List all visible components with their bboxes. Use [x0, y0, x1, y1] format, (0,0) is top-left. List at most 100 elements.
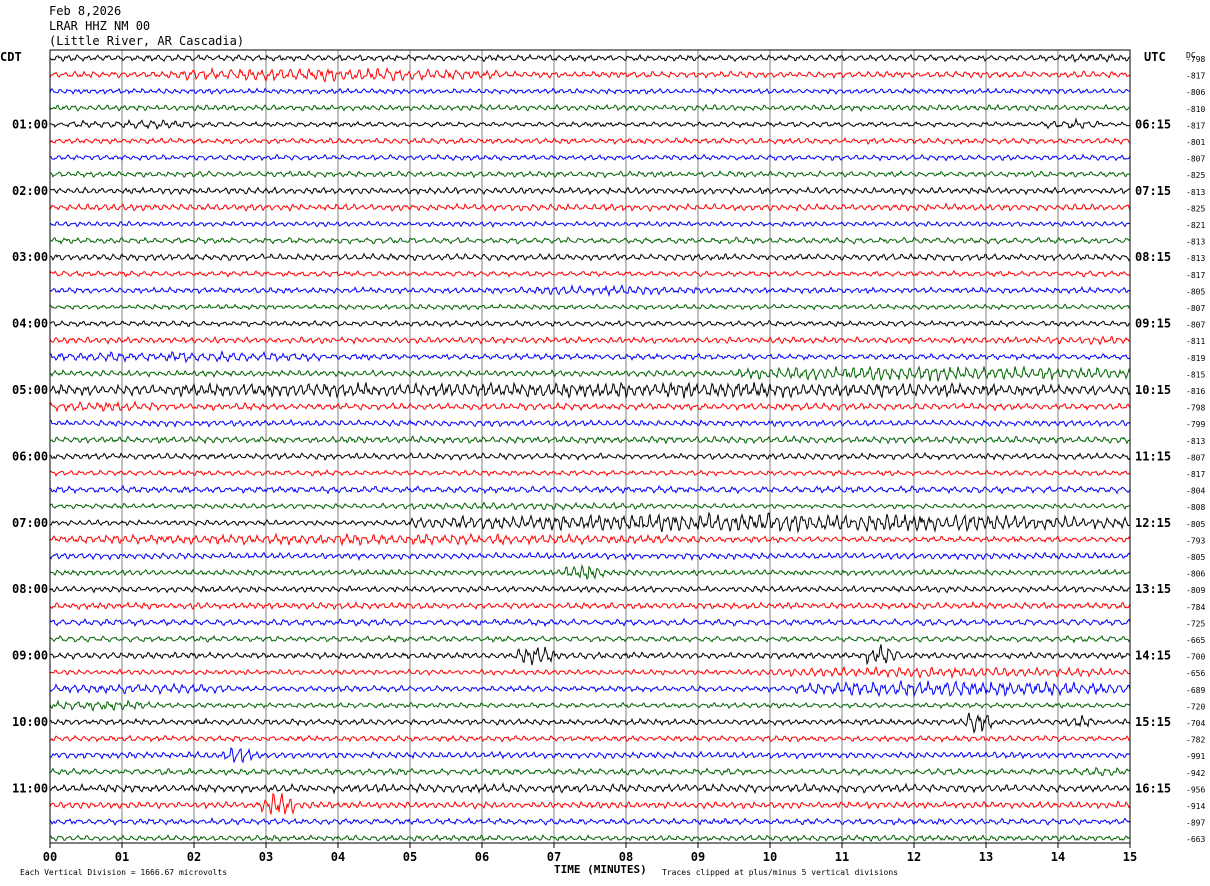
dc-offset-row-10: -821	[1186, 221, 1205, 230]
trace-row-27	[49, 501, 1131, 511]
dc-offset-row-26: -804	[1186, 487, 1205, 496]
trace-row-0	[49, 53, 1131, 63]
trace-row-24	[49, 451, 1131, 461]
dc-offset-row-9: -825	[1186, 204, 1205, 213]
left-hour-label-0400: 04:00	[12, 317, 48, 331]
seismic-traces	[49, 53, 1131, 843]
dc-offset-row-39: -720	[1186, 702, 1205, 711]
trace-row-10	[49, 220, 1131, 228]
x-axis: 00 01 02 03 04 05 06 07 08 09 10 11 12 13 14 15	[43, 843, 1137, 864]
x-tick-label-12: 12	[907, 850, 921, 864]
trace-row-12	[49, 252, 1131, 262]
left-hour-label-0600: 06:00	[12, 449, 48, 463]
x-tick-label-11: 11	[835, 850, 849, 864]
trace-row-47	[49, 834, 1131, 843]
dc-offset-row-21: -798	[1186, 404, 1205, 413]
right-hour-label-1315: 13:15	[1135, 582, 1171, 596]
trace-row-22	[49, 418, 1131, 428]
left-hour-labels: 01:00 02:00 03:00 04:00 05:00 06:00 07:00 08:00…	[12, 117, 48, 795]
right-hour-label-1415: 14:15	[1135, 649, 1171, 663]
trace-row-42	[49, 747, 1131, 764]
trace-row-15	[49, 303, 1131, 311]
plot-frame	[49, 49, 1131, 844]
dc-offset-row-40: -704	[1186, 719, 1205, 728]
dc-offset-row-7: -825	[1186, 171, 1205, 180]
x-tick-label-15: 15	[1123, 850, 1137, 864]
trace-row-26	[49, 484, 1131, 495]
trace-row-43	[49, 766, 1131, 777]
trace-row-28	[49, 511, 1131, 534]
trace-row-2	[49, 87, 1131, 95]
grid-lines	[121, 50, 1059, 843]
dc-offset-row-33: -784	[1186, 603, 1205, 612]
trace-row-7	[49, 169, 1130, 179]
header-location: (Little River, AR Cascadia)	[49, 34, 245, 48]
trace-row-30	[49, 551, 1131, 562]
dc-offset-row-4: -817	[1186, 121, 1205, 130]
x-tick-label-14: 14	[1051, 850, 1065, 864]
right-hour-label-0915: 09:15	[1135, 317, 1171, 331]
dc-offset-row-11: -813	[1186, 238, 1205, 247]
header-date: Feb 8,2026	[49, 4, 122, 18]
trace-row-31	[49, 563, 1131, 581]
x-tick-label-13: 13	[979, 850, 993, 864]
dc-offset-row-19: -815	[1186, 370, 1205, 379]
x-tick-label-07: 07	[547, 850, 561, 864]
trace-row-20	[49, 381, 1131, 400]
trace-row-25	[49, 469, 1131, 478]
right-timezone-label: UTC	[1144, 50, 1166, 64]
dc-offset-row-18: -819	[1186, 354, 1205, 363]
right-hour-label-1215: 12:15	[1135, 516, 1171, 530]
left-hour-label-0300: 03:00	[12, 250, 48, 264]
right-hour-labels: 06:15 07:15 08:15 09:15 10:15 11:15 12:15 13:15…	[1135, 117, 1171, 795]
trace-row-45	[49, 792, 1131, 816]
left-hour-label-0500: 05:00	[12, 383, 48, 397]
dc-offset-labels: -798 -817 -806 -810 -817 -801 -807 -825 -813 -825…	[1186, 55, 1205, 844]
trace-row-33	[49, 601, 1131, 611]
header-station: LRAR HHZ NM 00	[49, 19, 151, 33]
dc-offset-row-20: -816	[1186, 387, 1205, 396]
trace-row-11	[49, 236, 1131, 245]
trace-row-44	[49, 782, 1131, 795]
right-hour-label-1015: 10:15	[1135, 383, 1171, 397]
dc-offset-row-8: -813	[1186, 188, 1205, 197]
dc-offset-row-17: -811	[1186, 337, 1205, 346]
dc-offset-row-25: -817	[1186, 470, 1205, 479]
trace-row-41	[49, 734, 1131, 743]
dc-offset-row-34: -725	[1186, 619, 1205, 628]
x-tick-label-05: 05	[403, 850, 417, 864]
right-hour-label-0815: 08:15	[1135, 250, 1171, 264]
left-hour-label-0700: 07:00	[12, 516, 48, 530]
trace-row-40	[49, 712, 1131, 734]
x-tick-label-03: 03	[259, 850, 273, 864]
dc-header-label: DC	[1186, 51, 1196, 60]
trace-row-29	[49, 532, 1131, 547]
trace-row-6	[49, 153, 1131, 162]
dc-offset-row-3: -810	[1186, 105, 1205, 114]
dc-offset-row-41: -782	[1186, 736, 1205, 745]
trace-row-4	[49, 117, 1131, 130]
dc-offset-row-37: -656	[1186, 669, 1205, 678]
right-hour-label-1615: 16:15	[1135, 781, 1171, 795]
trace-row-18	[49, 350, 1131, 364]
trace-row-17	[49, 335, 1131, 346]
dc-offset-row-43: -942	[1186, 769, 1205, 778]
dc-offset-row-23: -813	[1186, 437, 1205, 446]
trace-row-16	[49, 319, 1131, 328]
left-hour-label-1000: 10:00	[12, 715, 48, 729]
left-hour-label-0200: 02:00	[12, 184, 48, 198]
dc-offset-row-46: -897	[1186, 819, 1205, 828]
x-tick-label-10: 10	[763, 850, 777, 864]
trace-row-34	[49, 617, 1131, 628]
x-tick-label-02: 02	[187, 850, 201, 864]
x-tick-label-06: 06	[475, 850, 489, 864]
dc-offset-row-29: -793	[1186, 536, 1205, 545]
trace-row-35	[49, 634, 1131, 644]
trace-row-9	[49, 202, 1131, 213]
dc-offset-row-35: -665	[1186, 636, 1205, 645]
dc-offset-row-32: -809	[1186, 586, 1205, 595]
left-hour-label-0800: 08:00	[12, 582, 48, 596]
dc-offset-row-2: -806	[1186, 88, 1205, 97]
dc-offset-row-13: -817	[1186, 271, 1205, 280]
left-hour-label-1100: 11:00	[12, 781, 48, 795]
